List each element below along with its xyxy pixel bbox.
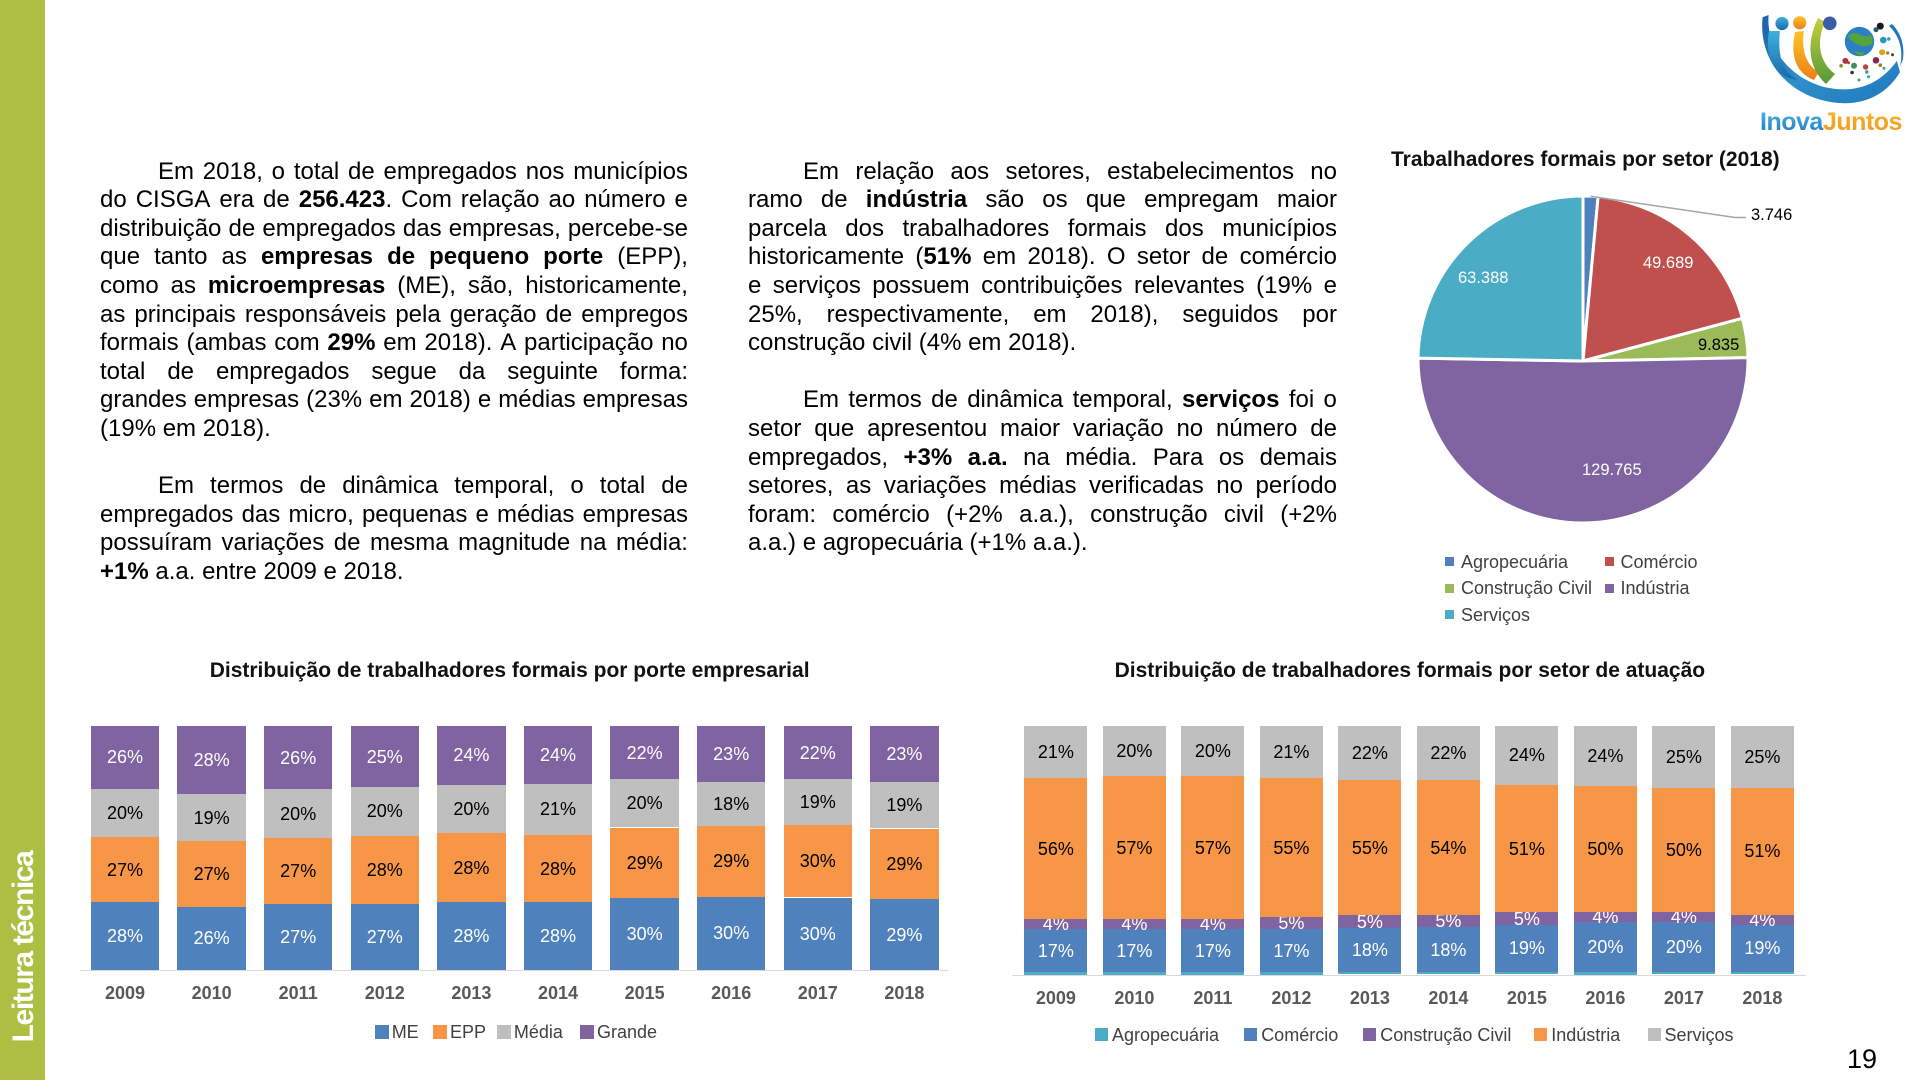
svg-text:Juntos: Juntos <box>1823 108 1902 136</box>
svg-text:Inova: Inova <box>1760 108 1824 136</box>
